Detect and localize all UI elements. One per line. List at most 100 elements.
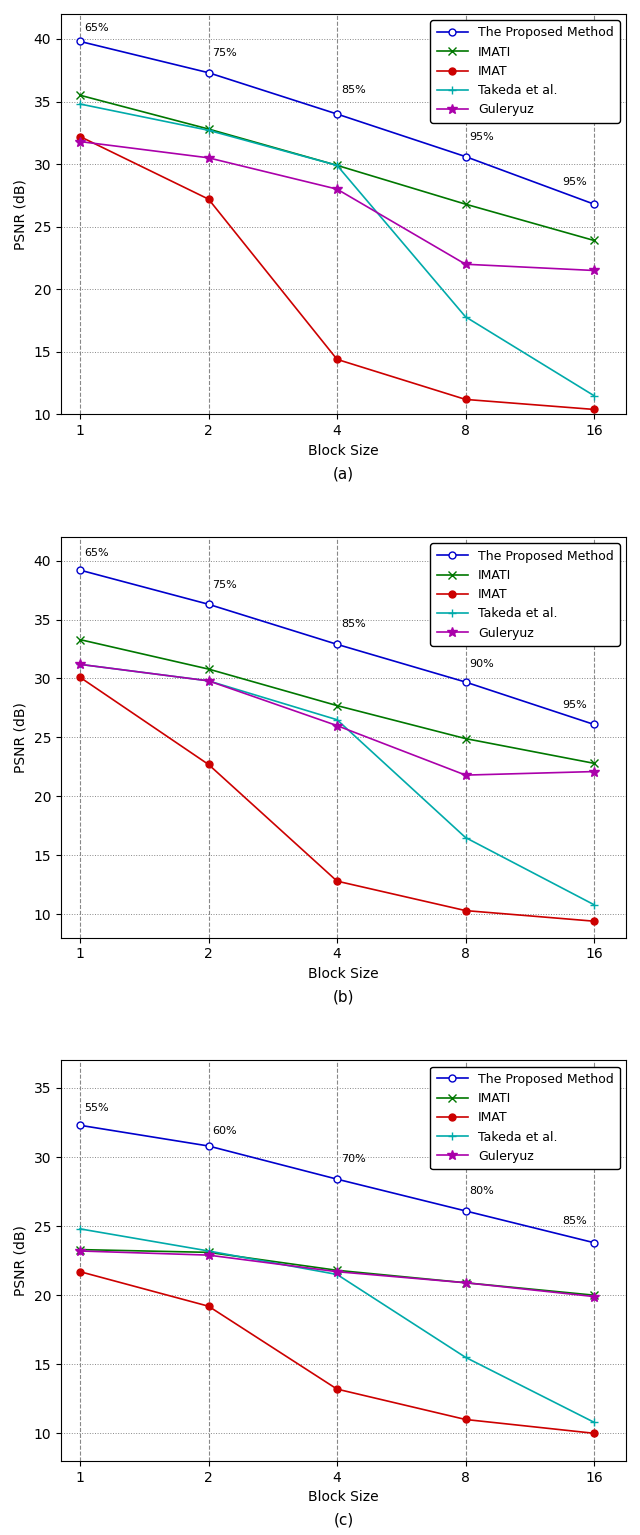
Y-axis label: PSNR (dB): PSNR (dB) — [14, 701, 28, 772]
Text: 90%: 90% — [469, 659, 494, 669]
Guleryuz — [590, 261, 598, 279]
Line: The Proposed Method: The Proposed Method — [77, 566, 598, 728]
IMAT — [461, 1411, 469, 1429]
IMAT — [333, 1380, 341, 1398]
Guleryuz — [590, 1288, 598, 1306]
Line: IMAT: IMAT — [77, 1268, 598, 1437]
IMAT — [333, 350, 341, 368]
Line: Takeda et al.: Takeda et al. — [76, 1225, 598, 1426]
IMATI — [461, 195, 469, 213]
Takeda et al. — [461, 307, 469, 325]
IMATI — [333, 1262, 341, 1280]
The Proposed Method — [590, 195, 598, 213]
IMAT — [76, 1262, 84, 1280]
IMAT — [590, 401, 598, 419]
Takeda et al. — [205, 1242, 212, 1260]
IMAT — [590, 1424, 598, 1443]
The Proposed Method — [333, 635, 341, 654]
IMAT — [590, 912, 598, 930]
Guleryuz — [590, 763, 598, 781]
IMAT — [205, 190, 212, 209]
X-axis label: Block Size: Block Size — [308, 967, 379, 981]
IMATI — [461, 1274, 469, 1292]
Text: 55%: 55% — [84, 1102, 109, 1113]
Guleryuz — [333, 717, 341, 735]
IMATI — [205, 120, 212, 138]
Line: The Proposed Method: The Proposed Method — [77, 38, 598, 207]
Text: 70%: 70% — [341, 1154, 365, 1164]
X-axis label: Block Size: Block Size — [308, 1490, 379, 1504]
Guleryuz — [461, 255, 469, 273]
Text: 95%: 95% — [562, 700, 587, 711]
Legend: The Proposed Method, IMATI, IMAT, Takeda et al., Guleryuz: The Proposed Method, IMATI, IMAT, Takeda… — [430, 543, 620, 646]
Takeda et al. — [76, 1220, 84, 1239]
Guleryuz — [333, 1262, 341, 1280]
Text: 65%: 65% — [84, 548, 109, 559]
Takeda et al. — [333, 1265, 341, 1283]
Line: IMAT: IMAT — [77, 674, 598, 924]
IMATI — [76, 631, 84, 649]
Y-axis label: PSNR (dB): PSNR (dB) — [14, 178, 28, 250]
Legend: The Proposed Method, IMATI, IMAT, Takeda et al., Guleryuz: The Proposed Method, IMATI, IMAT, Takeda… — [430, 1067, 620, 1170]
Line: IMATI: IMATI — [76, 635, 598, 768]
IMATI — [76, 1240, 84, 1259]
Takeda et al. — [590, 387, 598, 405]
Guleryuz — [76, 655, 84, 674]
The Proposed Method — [76, 32, 84, 51]
Guleryuz — [333, 180, 341, 198]
IMAT — [333, 872, 341, 890]
Line: IMAT: IMAT — [77, 134, 598, 413]
The Proposed Method — [461, 147, 469, 166]
IMAT — [461, 390, 469, 408]
The Proposed Method — [461, 1202, 469, 1220]
Text: 85%: 85% — [341, 619, 365, 629]
Y-axis label: PSNR (dB): PSNR (dB) — [14, 1225, 28, 1296]
IMATI — [590, 1286, 598, 1305]
Takeda et al. — [590, 895, 598, 913]
Guleryuz — [461, 766, 469, 784]
X-axis label: Block Size: Block Size — [308, 444, 379, 457]
Takeda et al. — [76, 655, 84, 674]
The Proposed Method — [76, 560, 84, 579]
The Proposed Method — [76, 1116, 84, 1134]
The Proposed Method — [205, 1137, 212, 1156]
IMATI — [461, 729, 469, 748]
Takeda et al. — [205, 121, 212, 140]
Text: 65%: 65% — [84, 23, 109, 32]
Guleryuz — [205, 149, 212, 167]
Line: IMATI: IMATI — [76, 1245, 598, 1299]
Text: 75%: 75% — [212, 48, 237, 58]
Takeda et al. — [461, 1348, 469, 1366]
The Proposed Method — [205, 63, 212, 81]
Line: Guleryuz: Guleryuz — [76, 660, 599, 780]
IMAT — [461, 901, 469, 919]
Legend: The Proposed Method, IMATI, IMAT, Takeda et al., Guleryuz: The Proposed Method, IMATI, IMAT, Takeda… — [430, 20, 620, 123]
Guleryuz — [205, 1246, 212, 1265]
The Proposed Method — [333, 104, 341, 123]
Guleryuz — [461, 1274, 469, 1292]
IMATI — [205, 1243, 212, 1262]
Takeda et al. — [461, 829, 469, 847]
IMATI — [76, 86, 84, 104]
Text: 75%: 75% — [212, 580, 237, 589]
IMAT — [205, 1297, 212, 1315]
Text: 95%: 95% — [469, 132, 494, 141]
The Proposed Method — [333, 1170, 341, 1188]
Line: IMATI: IMATI — [76, 91, 598, 244]
Text: (c): (c) — [333, 1514, 353, 1527]
Text: 80%: 80% — [469, 1185, 494, 1196]
Line: The Proposed Method: The Proposed Method — [77, 1122, 598, 1246]
Text: 85%: 85% — [562, 1216, 587, 1226]
IMATI — [205, 660, 212, 678]
Takeda et al. — [333, 157, 341, 175]
Text: 60%: 60% — [212, 1127, 237, 1136]
Line: Guleryuz: Guleryuz — [76, 137, 599, 275]
Guleryuz — [205, 672, 212, 691]
Line: Takeda et al.: Takeda et al. — [76, 660, 598, 909]
Takeda et al. — [333, 711, 341, 729]
The Proposed Method — [205, 596, 212, 614]
The Proposed Method — [590, 1234, 598, 1253]
IMATI — [590, 232, 598, 250]
IMAT — [205, 755, 212, 774]
Line: Guleryuz: Guleryuz — [76, 1246, 599, 1302]
